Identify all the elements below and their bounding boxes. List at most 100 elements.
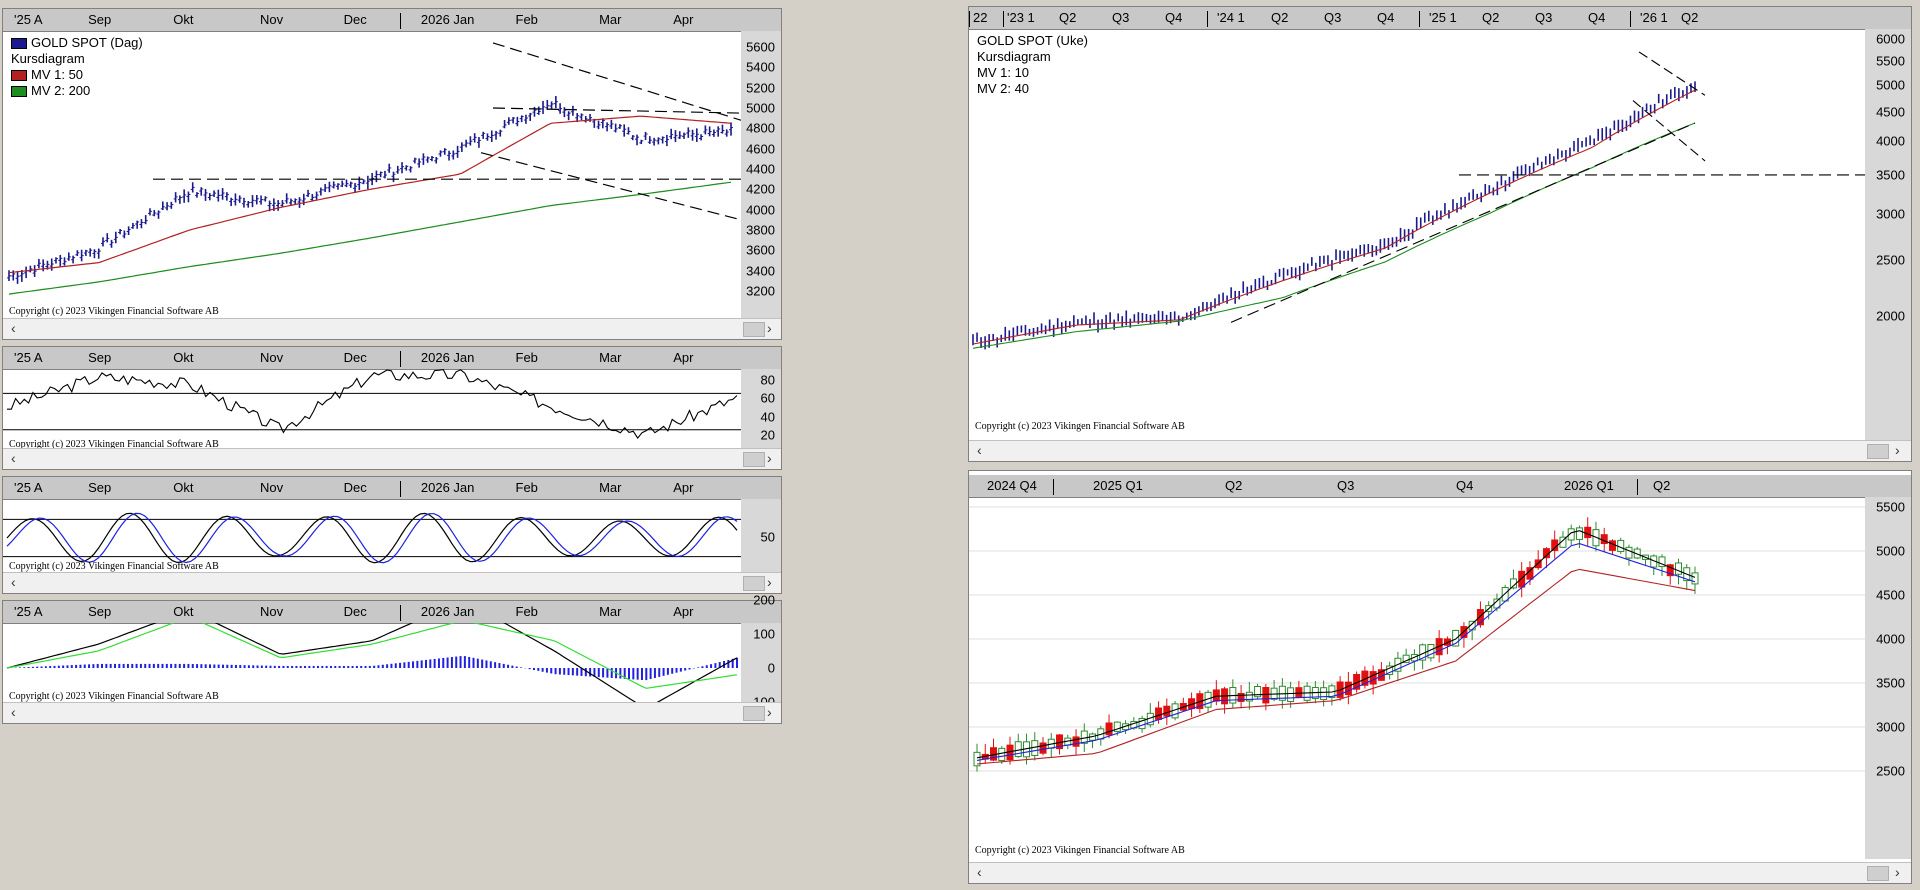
ma200-line (8, 181, 732, 295)
time-axis-label: '24 1 (1217, 10, 1245, 25)
candle-body (1567, 528, 1575, 541)
scroll-right-icon[interactable]: › (1895, 442, 1900, 458)
scroll-thumb[interactable] (743, 706, 765, 721)
legend-entry: GOLD SPOT (Dag) (11, 35, 143, 51)
time-axis-label: '25 A (14, 350, 43, 365)
candle-body (1658, 556, 1666, 568)
candle-body (1245, 691, 1253, 702)
time-axis-label: Feb (515, 12, 538, 27)
legend-label: MV 1: 50 (31, 67, 84, 82)
candlestick-panel: 2024 Q4 2025 Q1 Q2 Q3 Q4 2026 Q1 Q2 5500 5000 45… (968, 470, 1912, 884)
time-axis-label: Okt (173, 604, 194, 619)
stochastic-chart[interactable] (3, 499, 741, 575)
y-tick-label: 40 (760, 409, 775, 425)
time-axis-separator (1419, 11, 1420, 27)
legend-entry: MV 1: 50 (11, 67, 143, 83)
time-axis-separator (399, 351, 401, 367)
time-axis-label: Dec (343, 480, 367, 495)
candle-body (1584, 526, 1592, 539)
y-tick-label: 5400 (746, 59, 775, 75)
candle-body (1105, 722, 1113, 736)
time-axis-label: '23 1 (1007, 10, 1035, 25)
y-tick-label: 6000 (1876, 31, 1905, 47)
time-axis-label: Okt (173, 12, 194, 27)
scroll-right-icon[interactable]: › (767, 450, 772, 466)
time-axis-label: Apr (673, 12, 694, 27)
legend-swatch (11, 69, 27, 81)
rsi-scrollbar[interactable]: ‹ › (3, 448, 781, 469)
time-axis-label: Sep (88, 350, 112, 365)
time-axis-label: '25 A (14, 12, 43, 27)
candle-body (1608, 540, 1616, 551)
rsi-y-axis: 80 60 40 20 (741, 369, 781, 451)
time-axis-label: 2026 Q1 (1564, 478, 1614, 493)
scroll-right-icon[interactable]: › (1895, 864, 1900, 880)
time-axis-label: Mar (599, 12, 622, 27)
macd-chart[interactable] (3, 623, 741, 705)
scroll-right-icon[interactable]: › (767, 320, 772, 336)
time-axis-label: 22 (973, 10, 988, 25)
y-tick-label: 3500 (1876, 167, 1905, 183)
y-tick-label: 3400 (746, 263, 775, 279)
daily-legend: GOLD SPOT (Dag) Kursdiagram MV 1: 50 MV 2: … (11, 35, 143, 99)
legend-entry: Kursdiagram (977, 49, 1088, 65)
y-tick-label: 4000 (1876, 133, 1905, 149)
candle-body (1113, 721, 1121, 732)
candle-body (1575, 527, 1583, 540)
weekly-scrollbar[interactable]: ‹ › (969, 440, 1911, 461)
candle-body (1559, 536, 1567, 548)
candle-body (998, 747, 1006, 762)
downtrend-line (492, 42, 741, 121)
copyright-label: Copyright (c) 2023 Vikingen Financial So… (9, 691, 219, 702)
stochastic-scrollbar[interactable]: ‹ › (3, 572, 781, 593)
time-axis-label: Feb (515, 350, 538, 365)
scroll-thumb[interactable] (1867, 444, 1889, 459)
rsi-time-axis: '25 A Sep Okt Nov Dec 2026 Jan Feb Mar Apr (3, 347, 781, 370)
time-axis-label: Q2 (1653, 478, 1671, 493)
time-axis-label: Dec (343, 604, 367, 619)
candle-body (1344, 681, 1352, 696)
scroll-left-icon[interactable]: ‹ (11, 320, 16, 336)
y-tick-label: 20 (760, 427, 775, 443)
scroll-right-icon[interactable]: › (767, 704, 772, 720)
legend-swatch (11, 85, 27, 97)
scroll-thumb[interactable] (743, 576, 765, 591)
rsi-chart[interactable] (3, 369, 741, 451)
legend-entry: MV 2: 200 (11, 83, 143, 99)
daily-scrollbar[interactable]: ‹ › (3, 318, 781, 339)
weekly-channel-line (1632, 100, 1706, 162)
candle-ma-black-line (976, 530, 1696, 759)
time-axis-label: Q4 (1588, 10, 1606, 25)
legend-label: Kursdiagram (977, 49, 1051, 64)
y-tick-label: 4600 (746, 141, 775, 157)
scroll-left-icon[interactable]: ‹ (977, 864, 982, 880)
scroll-left-icon[interactable]: ‹ (11, 574, 16, 590)
macd-line (6, 623, 738, 705)
y-tick-label: 200 (753, 592, 775, 608)
y-tick-label: 5000 (746, 100, 775, 116)
candlestick-scrollbar[interactable]: ‹ › (969, 862, 1911, 883)
scroll-thumb[interactable] (743, 452, 765, 467)
candle-body (973, 751, 981, 767)
time-axis-label: 2026 Jan (420, 350, 475, 365)
scroll-thumb[interactable] (743, 322, 765, 337)
time-axis-label: Okt (173, 350, 194, 365)
scroll-left-icon[interactable]: ‹ (11, 450, 16, 466)
y-tick-label: 100 (753, 626, 775, 642)
candlestick-chart[interactable] (969, 497, 1865, 859)
daily-price-chart[interactable] (3, 31, 741, 321)
legend-label: GOLD SPOT (Dag) (31, 35, 143, 50)
scroll-right-icon[interactable]: › (767, 574, 772, 590)
scroll-thumb[interactable] (1867, 866, 1889, 881)
y-tick-label: 2500 (1876, 763, 1905, 779)
macd-scrollbar[interactable]: ‹ › (3, 702, 781, 723)
time-axis-label: Feb (515, 604, 538, 619)
scroll-left-icon[interactable]: ‹ (977, 442, 982, 458)
resistance-line (492, 107, 741, 114)
scroll-left-icon[interactable]: ‹ (11, 704, 16, 720)
time-axis-label: Q4 (1165, 10, 1183, 25)
daily-time-axis: '25 A Sep Okt Nov Dec 2026 Jan Feb Mar Apr (3, 9, 781, 32)
weekly-price-chart[interactable] (969, 29, 1865, 441)
y-tick-label: 2000 (1876, 308, 1905, 324)
y-tick-label: 4000 (1876, 631, 1905, 647)
